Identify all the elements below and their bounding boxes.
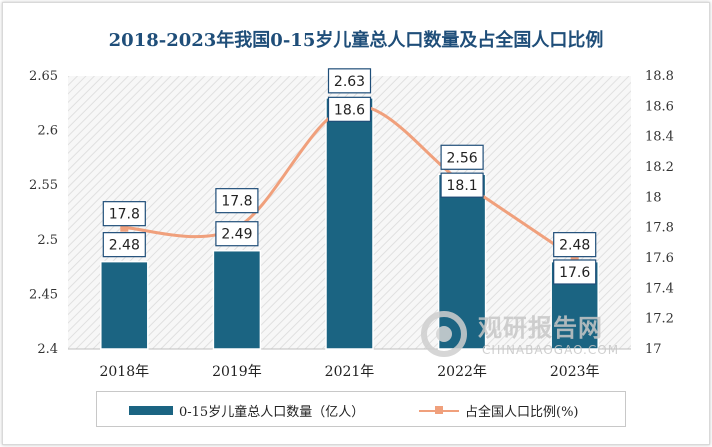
bar-value-label-box [327, 68, 372, 94]
watermark: 观研报告网 CHINABAOGAO.COM [421, 308, 620, 357]
bar-value-label-box [553, 232, 597, 258]
legend-label-bar: 0-15岁儿童总人口数量（亿人） [179, 405, 365, 420]
y-right-tick-label: 17.4 [645, 281, 674, 296]
legend-item-line: 占全国人口比例(%) [419, 401, 579, 420]
watermark-main: 观研报告网 [478, 314, 603, 342]
bar-value-label-box [215, 221, 259, 247]
line-point [120, 223, 129, 232]
x-tick-label: 2018年 [99, 364, 149, 380]
line-value-label: 17.6 [559, 265, 590, 281]
y-right-tick-label: 17.2 [645, 312, 674, 327]
bar-value-label-box [440, 144, 484, 170]
line-value-label-box [553, 259, 597, 285]
line-value-label: 17.8 [109, 207, 140, 223]
bar-value-label: 2.49 [221, 227, 252, 243]
bar-value-label: 2.56 [447, 150, 478, 166]
line-point [570, 254, 579, 262]
y-left-tick-label: 2.55 [29, 178, 58, 193]
chart-title: 2018-2023年我国0-15岁儿童总人口数量及占全国人口比例 [108, 30, 604, 51]
y-left-tick-label: 2.4 [37, 342, 58, 357]
line-value-label-box [440, 172, 484, 198]
watermark-sub: CHINABAOGAO.COM [482, 343, 620, 357]
line-value-label-box [102, 201, 146, 227]
bar [100, 260, 149, 350]
watermark-logo-icon [421, 311, 467, 357]
y-right-tick-label: 17 [645, 342, 662, 357]
y-right-tick-label: 18.4 [645, 130, 674, 145]
y-right-tick-label: 17.8 [645, 221, 674, 236]
bar-value-label: 2.48 [109, 238, 140, 254]
bar [325, 97, 374, 350]
bar-value-label: 2.48 [559, 238, 590, 254]
legend: 0-15岁儿童总人口数量（亿人） 占全国人口比例(%) [96, 391, 626, 427]
legend-label-line: 占全国人口比例(%) [465, 405, 579, 420]
line-value-label: 18.6 [334, 102, 365, 118]
x-tick-label: 2021年 [325, 364, 375, 380]
x-tick-label: 2022年 [437, 364, 487, 380]
y-left-tick-label: 2.45 [29, 287, 58, 302]
x-tick-label: 2019年 [212, 364, 262, 380]
y-right-tick-label: 18.2 [645, 160, 674, 175]
line-value-label-box [215, 188, 259, 214]
line-value-label-box [327, 96, 372, 122]
y-left-tick-label: 2.5 [37, 233, 58, 248]
y-left-tick-label: 2.65 [29, 69, 58, 84]
y-right-tick-label: 17.6 [645, 251, 674, 266]
y-right-tick-label: 18.6 [645, 99, 674, 114]
line-value-label: 18.1 [447, 178, 478, 194]
legend-item-bar: 0-15岁儿童总人口数量（亿人） [129, 401, 364, 420]
bar [212, 249, 262, 350]
y-left-tick-label: 2.6 [37, 124, 58, 139]
y-right-tick-label: 18.8 [645, 69, 674, 84]
bar-value-label-box [102, 232, 146, 258]
line-value-label: 17.8 [221, 194, 252, 210]
legend-line-swatch [419, 405, 459, 414]
legend-bar-swatch [129, 406, 173, 415]
x-tick-label: 2023年 [550, 364, 600, 380]
y-right-tick-label: 18 [645, 190, 662, 205]
bar-value-label: 2.63 [334, 74, 365, 90]
